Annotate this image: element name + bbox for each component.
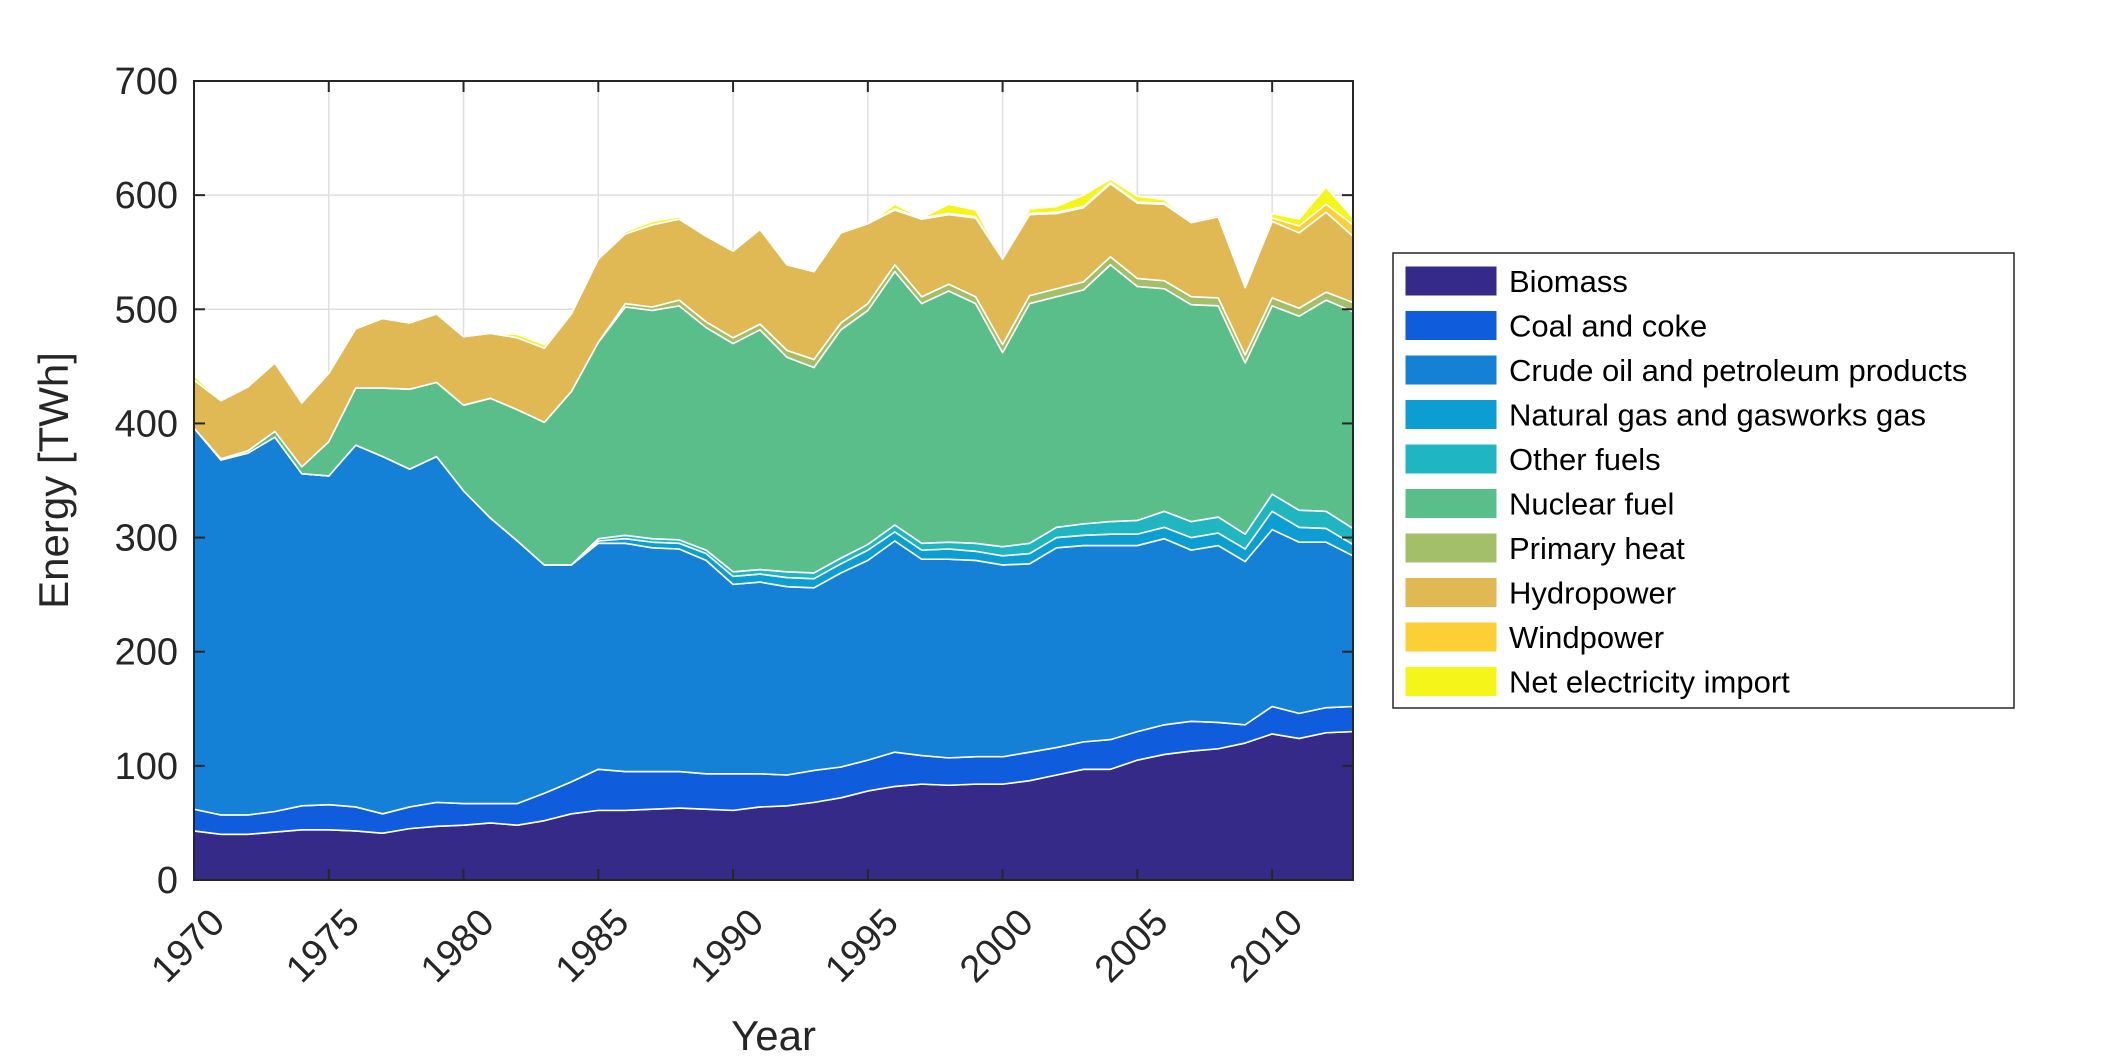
legend-label: Other fuels	[1509, 442, 1661, 477]
axes-box	[193, 80, 1354, 881]
y-axis-title: Energy [TWh]	[30, 352, 77, 609]
x-tick-label: 2005	[1087, 901, 1176, 990]
legend-label: Natural gas and gasworks gas	[1509, 398, 1926, 433]
legend-swatch	[1404, 532, 1498, 564]
y-tick-label: 200	[115, 632, 178, 674]
x-tick-label: 1980	[413, 901, 502, 990]
legend-swatch	[1404, 399, 1498, 430]
x-tick-label: 1970	[144, 901, 233, 990]
legend-swatch	[1404, 488, 1498, 519]
y-tick-label: 100	[115, 746, 178, 788]
y-tick-label: 400	[115, 403, 178, 445]
x-tick-label: 1985	[548, 901, 637, 990]
legend-label: Biomass	[1509, 264, 1628, 299]
legend-label: Nuclear fuel	[1509, 487, 1674, 522]
area-series	[193, 178, 1354, 881]
x-tick-label: 1990	[683, 901, 772, 990]
x-tick-label: 1975	[278, 901, 367, 990]
legend-swatch	[1404, 443, 1498, 475]
legend-label: Hydropower	[1509, 576, 1676, 611]
legend-label: Net electricity import	[1509, 665, 1790, 700]
x-tick-label: 1995	[817, 901, 906, 990]
legend-swatch	[1404, 310, 1498, 341]
legend-label: Windpower	[1509, 620, 1664, 655]
legend-swatch	[1404, 666, 1498, 697]
x-tick-label: 2000	[952, 901, 1041, 990]
legend-label: Coal and coke	[1509, 309, 1707, 344]
x-tick-labels: 1970 1975 1980 1985 1990 1995 2000 2005 2010	[144, 901, 1312, 990]
legend: Biomass Coal and coke Crude oil and petrol…	[1392, 252, 2015, 709]
legend-swatch	[1404, 577, 1498, 608]
legend-swatch	[1404, 354, 1498, 386]
legend-label: Primary heat	[1509, 531, 1685, 566]
x-axis-title: Year	[731, 1012, 816, 1059]
y-tick-labels: 0 100 200 300 400 500 600 700	[115, 61, 178, 902]
legend-swatch	[1404, 621, 1498, 653]
y-tick-label: 500	[115, 289, 178, 331]
y-tick-label: 600	[115, 175, 178, 217]
y-tick-label: 0	[157, 860, 178, 902]
axes	[193, 80, 1354, 881]
legend-swatch	[1404, 265, 1498, 297]
y-tick-label: 700	[115, 61, 178, 103]
legend-label: Crude oil and petroleum products	[1509, 353, 1967, 388]
y-tick-label: 300	[115, 518, 178, 560]
x-tick-label: 2010	[1222, 901, 1311, 990]
